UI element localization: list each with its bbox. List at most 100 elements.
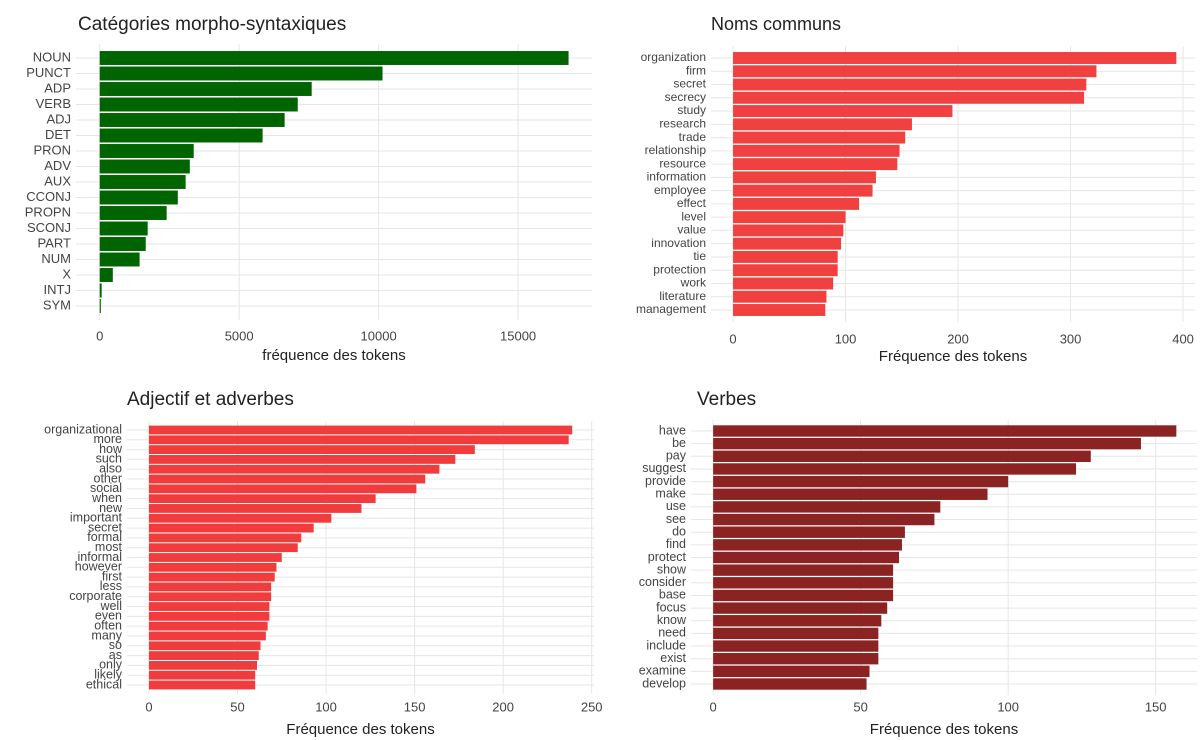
y-tick-label: provide [645, 474, 686, 488]
x-tick-label: 0 [96, 328, 103, 343]
bar [733, 52, 1177, 64]
y-tick-label: have [659, 423, 686, 437]
y-tick-label: X [62, 266, 71, 281]
y-tick-label: important [70, 511, 123, 525]
bar [733, 290, 827, 303]
y-tick-label: information [647, 170, 706, 184]
bar [713, 640, 879, 652]
y-tick-label: be [672, 436, 686, 450]
x-tick-label: 0 [145, 699, 152, 714]
y-tick-label: pay [666, 449, 687, 463]
bar [713, 564, 894, 576]
bar [99, 128, 263, 143]
bar [148, 494, 376, 504]
y-tick-label: informal [78, 550, 122, 564]
bar [148, 641, 261, 651]
y-tick-label: PART [38, 235, 72, 250]
y-tick-label: more [94, 432, 123, 446]
bar [148, 513, 332, 523]
y-tick-label: often [94, 618, 122, 632]
bar [713, 678, 867, 690]
bar [148, 572, 275, 582]
y-tick-label: formal [87, 530, 122, 544]
x-axis-title: Fréquence des tokens [286, 721, 434, 738]
bar [99, 97, 298, 112]
y-tick-label: develop [642, 676, 686, 690]
bar [148, 435, 569, 445]
bar [733, 184, 873, 197]
bar [733, 277, 834, 290]
bar [148, 680, 256, 690]
y-tick-label: as [109, 648, 122, 662]
y-tick-label: secret [88, 520, 123, 534]
y-tick-label: ADJ [46, 111, 71, 126]
bar [148, 602, 270, 611]
bar [99, 159, 190, 174]
y-tick-label: tie [693, 249, 706, 263]
y-tick-label: work [680, 276, 707, 290]
bar [99, 190, 178, 205]
bar [713, 513, 935, 526]
bar [99, 51, 569, 65]
y-tick-label: show [657, 562, 687, 576]
y-tick-label: such [96, 452, 122, 466]
x-tick-label: 50 [853, 699, 867, 714]
bar [733, 131, 906, 144]
y-tick-label: effect [677, 196, 707, 210]
chart-title: Adjectif et adverbes [127, 389, 294, 410]
y-tick-label: NUM [41, 251, 71, 266]
bar [99, 299, 101, 313]
y-tick-label: INTJ [44, 282, 71, 297]
y-tick-label: organizational [44, 422, 122, 436]
y-tick-label: SYM [43, 297, 71, 312]
y-tick-label: see [666, 512, 686, 526]
bar [733, 158, 898, 171]
y-tick-label: PUNCT [26, 65, 71, 80]
bar [713, 602, 888, 614]
x-axis-title: fréquence des tokens [262, 347, 405, 364]
y-tick-label: literature [659, 289, 706, 303]
bar [733, 118, 912, 131]
bar [148, 543, 298, 553]
bar [733, 171, 876, 184]
x-tick-label: 0 [729, 331, 736, 346]
y-tick-label: resource [659, 156, 706, 170]
y-tick-label: level [681, 209, 706, 223]
bar [733, 144, 900, 157]
y-tick-label: VERB [36, 96, 71, 111]
bar [148, 484, 417, 494]
y-tick-label: need [658, 626, 686, 640]
y-tick-label: organization [641, 50, 706, 64]
bar [99, 175, 186, 189]
y-tick-label: well [99, 599, 122, 613]
bar [99, 237, 146, 251]
y-tick-label: first [102, 569, 123, 583]
y-tick-label: ethical [86, 677, 122, 691]
bar [733, 197, 860, 210]
panel: 0 50 100 150havebepaysuggestprovidemakeuses… [639, 389, 1197, 738]
bar [713, 589, 894, 602]
bar [713, 615, 882, 627]
y-tick-label: other [94, 471, 123, 485]
x-tick-label: 15000 [500, 328, 536, 343]
bar [733, 105, 953, 118]
x-tick-label: 400 [1172, 331, 1194, 346]
y-tick-label: also [99, 462, 122, 476]
bar [148, 592, 272, 602]
y-tick-label: ADP [44, 80, 71, 95]
x-tick-label: 100 [835, 331, 857, 346]
panel: 0 5000 10000 15000NOUNPUNCTADPVERBADJDETPRO… [25, 14, 592, 364]
bar [99, 221, 148, 236]
bar [733, 65, 1097, 78]
bar [148, 523, 314, 533]
chart-title: Catégories morpho-syntaxiques [78, 14, 346, 35]
y-tick-label: likely [94, 667, 123, 681]
panel: 0 50 100 150 200 250 organizationalmorehowsuch… [44, 389, 602, 738]
bar [733, 250, 838, 263]
x-tick-label: 200 [492, 699, 514, 714]
y-tick-label: secret [673, 77, 706, 91]
bar [713, 488, 988, 500]
bar [148, 504, 362, 513]
x-tick-label: 5000 [225, 328, 254, 343]
